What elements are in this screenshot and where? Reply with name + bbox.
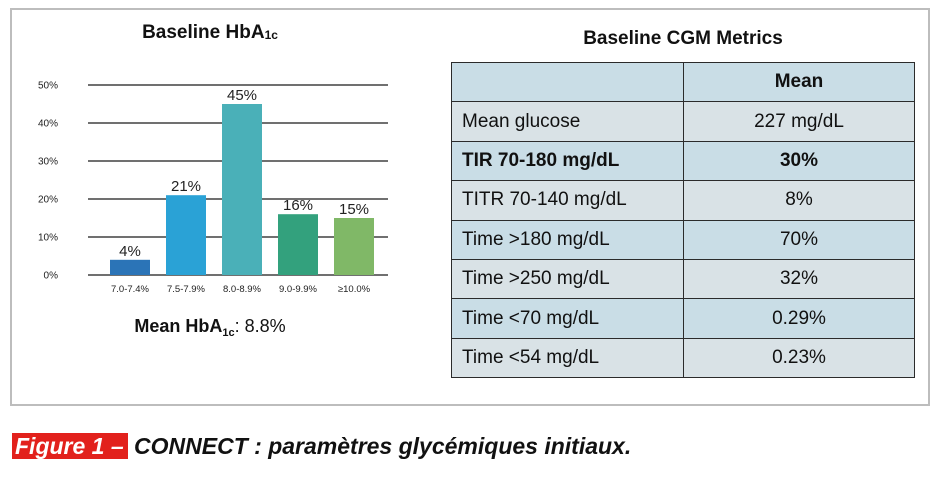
bar-value-label: 21% — [171, 178, 201, 195]
table-row: Time >180 mg/dL 70% — [451, 219, 915, 260]
table-row: TITR 70-140 mg/dL 8% — [451, 180, 915, 221]
metric-value: 8% — [683, 180, 915, 221]
metric-value: 227 mg/dL — [683, 101, 915, 142]
mean-hba1c-subscript: 1c — [222, 327, 235, 339]
metric-name: Time <54 mg/dL — [451, 337, 684, 379]
bar-value-label: 4% — [119, 243, 141, 260]
table-row: Mean glucose 227 mg/dL — [451, 101, 915, 142]
bar — [166, 195, 206, 275]
metric-value: 32% — [683, 258, 915, 300]
metric-name: TITR 70-140 mg/dL — [451, 180, 684, 221]
chart-title-subscript: 1c — [264, 28, 278, 42]
hba1c-bar-chart: 0% 10% 20% 30% 40% 50% 4% 7.0-7.4% 21% 7.5-7.9% 45… — [38, 81, 388, 295]
y-tick-label: 20% — [38, 195, 58, 206]
bar-value-label: 15% — [339, 201, 369, 218]
metric-value: 70% — [683, 219, 915, 260]
mean-hba1c-label: Mean HbA — [134, 316, 223, 336]
bar — [334, 218, 374, 275]
table-title: Baseline CGM Metrics — [583, 28, 783, 49]
bar — [278, 214, 318, 275]
y-tick-label: 30% — [38, 157, 58, 168]
x-tick-label: 7.5-7.9% — [167, 284, 206, 295]
metric-name: Mean glucose — [451, 101, 684, 142]
cgm-metrics-table: Mean Mean glucose 227 mg/dL TIR 70-180 m… — [451, 61, 915, 379]
table-header-row: Mean — [451, 61, 915, 103]
caption-tag: Figure 1 – — [12, 433, 128, 459]
mean-hba1c: Mean HbA1c: 8.8% — [60, 316, 360, 339]
x-tick-label: 8.0-8.9% — [223, 284, 262, 295]
figure-caption: Figure 1 – CONNECT : paramètres glycémiq… — [12, 430, 631, 462]
bar — [110, 259, 150, 275]
mean-hba1c-value: : 8.8% — [234, 316, 286, 336]
table-row: Time <54 mg/dL 0.23% — [451, 337, 915, 379]
x-tick-label: 9.0-9.9% — [279, 284, 318, 295]
chart-title: Baseline HbA1c — [110, 22, 310, 44]
metric-name: Time >180 mg/dL — [451, 219, 684, 260]
y-tick-label: 10% — [38, 233, 58, 244]
table-row: Time <70 mg/dL 0.29% — [451, 298, 915, 339]
y-tick-label: 40% — [38, 119, 58, 130]
metric-value: 0.23% — [683, 337, 915, 379]
y-tick-label: 0% — [44, 271, 59, 282]
x-tick-label: ≥10.0% — [338, 284, 371, 295]
header-metric — [451, 61, 684, 103]
bar-value-label: 45% — [227, 87, 257, 104]
bar-value-label: 16% — [283, 197, 313, 214]
chart-title-main: Baseline HbA — [142, 22, 265, 43]
metric-name: Time <70 mg/dL — [451, 298, 684, 339]
caption-text: CONNECT : paramètres glycémiques initiau… — [127, 433, 632, 459]
metric-value: 0.29% — [683, 298, 915, 339]
table-row: Time >250 mg/dL 32% — [451, 258, 915, 300]
header-mean: Mean — [683, 61, 915, 103]
bar — [222, 104, 262, 275]
table-row: TIR 70-180 mg/dL 30% — [451, 140, 915, 182]
metric-value: 30% — [683, 140, 915, 182]
y-tick-label: 50% — [38, 81, 58, 92]
x-tick-label: 7.0-7.4% — [111, 284, 150, 295]
metric-name: Time >250 mg/dL — [451, 258, 684, 300]
metric-name: TIR 70-180 mg/dL — [451, 140, 684, 182]
